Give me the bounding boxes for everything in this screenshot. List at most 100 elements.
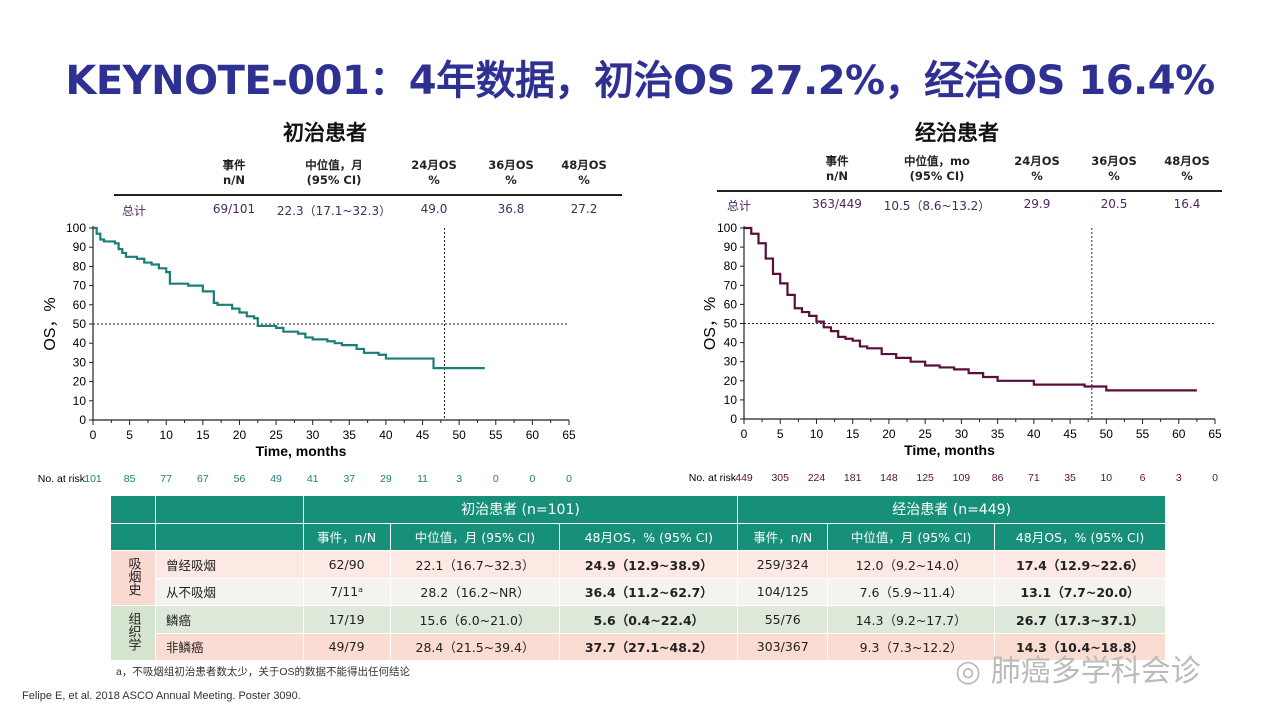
y-axis-title: OS，%	[42, 297, 59, 350]
cell: 15.6（6.0~21.0）	[389, 605, 561, 634]
col-header: 36月OS	[1091, 154, 1137, 168]
wechat-icon: ◎	[955, 654, 982, 689]
at-risk-count: 224	[808, 472, 826, 484]
x-tick-label: 55	[1136, 427, 1150, 441]
col-header: 24月OS	[1014, 154, 1060, 168]
row-label: 总计	[122, 204, 147, 218]
cell: 259/324	[737, 550, 829, 579]
col-header: (95% CI)	[909, 169, 965, 183]
at-risk-count: 305	[771, 472, 789, 484]
y-tick-label: 0	[730, 412, 737, 426]
cell: 28.4（21.5~39.4）	[389, 632, 561, 661]
x-tick-label: 35	[343, 428, 357, 442]
cell: 49/79	[302, 632, 391, 661]
cell: 12.0（9.2~14.0）	[827, 550, 996, 579]
col-header: 48月OS	[1164, 154, 1210, 168]
cell: 363/449	[812, 197, 862, 211]
at-risk-label: No. at risk	[38, 473, 86, 485]
at-risk-count: 86	[992, 472, 1004, 484]
blank-header	[154, 495, 304, 524]
summary-table-treated: 事件 n/N 中位值，mo (95% CI) 24月OS% 36月OS% 48月OS…	[717, 154, 1222, 214]
at-risk-count: 35	[1064, 472, 1076, 484]
citation: Felipe E, et al. 2018 ASCO Annual Meetin…	[22, 690, 301, 702]
table-row: 从不吸烟 7/11ᵃ 28.2（16.2~NR） 36.4（11.2~62.7） 104…	[111, 577, 1166, 606]
at-risk-count: 148	[880, 472, 898, 484]
row-label: 非鳞癌	[154, 632, 304, 661]
at-risk-count: 0	[1212, 472, 1218, 484]
x-tick-label: 55	[489, 428, 503, 442]
table-row: 组织学 鳞癌 17/19 15.6（6.0~21.0） 5.6（0.4~22.4） 55…	[110, 605, 1166, 661]
group-header-treated: 经治患者 (n=449)	[737, 495, 1166, 524]
y-tick-label: 60	[724, 297, 738, 311]
col-header: %	[428, 173, 440, 187]
y-tick-label: 20	[73, 375, 87, 389]
x-tick-label: 20	[233, 428, 247, 442]
section-label-histology: 组织学	[110, 605, 156, 661]
col-header: %	[578, 173, 590, 187]
at-risk-count: 125	[916, 472, 934, 484]
divider	[114, 194, 622, 196]
cell: 22.3（17.1~32.3）	[276, 204, 392, 218]
y-tick-label: 100	[66, 221, 86, 235]
x-tick-label: 65	[562, 428, 576, 442]
cell: 17/19	[302, 605, 391, 634]
x-tick-label: 45	[1063, 427, 1077, 441]
at-risk-count: 3	[1176, 472, 1182, 484]
x-tick-label: 60	[526, 428, 540, 442]
x-tick-label: 30	[955, 427, 969, 441]
y-tick-label: 0	[79, 413, 86, 427]
cell: 7/11ᵃ	[302, 577, 391, 606]
cell: 37.7（27.1~48.2）	[559, 632, 739, 661]
at-risk-count: 181	[844, 472, 862, 484]
cell: 49.0	[420, 202, 448, 216]
y-tick-label: 10	[724, 393, 738, 407]
cell: 7.6（5.9~11.4）	[827, 577, 996, 606]
x-tick-label: 30	[306, 428, 320, 442]
at-risk-count: 56	[234, 473, 246, 485]
x-tick-label: 50	[1100, 427, 1114, 441]
watermark: ◎ 肺癌多学科会诊	[955, 646, 1201, 690]
x-tick-label: 15	[846, 427, 860, 441]
at-risk-count: 37	[343, 473, 355, 485]
x-tick-label: 35	[991, 427, 1005, 441]
at-risk-count: 0	[566, 473, 572, 485]
x-tick-label: 20	[882, 427, 896, 441]
x-tick-label: 10	[810, 427, 824, 441]
col-header: 事件	[222, 158, 246, 172]
at-risk-count: 101	[84, 473, 102, 485]
cell: 28.2（16.2~NR）	[389, 577, 561, 606]
col-header: 事件，n/N	[737, 522, 829, 551]
cell: 104/125	[737, 577, 829, 606]
col-header: %	[1031, 169, 1043, 183]
at-risk-count: 77	[160, 473, 172, 485]
cell: 20.5	[1100, 197, 1128, 211]
at-risk-count: 11	[417, 473, 428, 485]
x-tick-label: 25	[269, 428, 283, 442]
col-header: 36月OS	[488, 158, 534, 172]
y-tick-label: 70	[724, 278, 738, 292]
cell: 55/76	[737, 605, 829, 634]
col-header: 24月OS	[411, 158, 457, 172]
cell: 24.9（12.9~38.9）	[559, 550, 739, 579]
cell: 27.2	[570, 202, 598, 216]
survival-curve	[744, 226, 1197, 392]
section-label-smoking: 吸烟史	[110, 550, 156, 606]
y-tick-label: 90	[73, 240, 87, 254]
blank-header	[110, 495, 156, 524]
col-header: %	[1108, 169, 1120, 183]
at-risk-count: 10	[1100, 472, 1112, 484]
y-tick-label: 70	[73, 279, 87, 293]
table-row: 非鳞癌 49/79 28.4（21.5~39.4） 37.7（27.1~48.2） 30…	[111, 632, 1166, 661]
at-risk-count: 29	[380, 473, 392, 485]
blank-header	[110, 522, 156, 551]
x-tick-label: 65	[1208, 427, 1222, 441]
y-tick-label: 30	[73, 355, 87, 369]
cell: 16.4	[1173, 197, 1201, 211]
col-header: 事件，n/N	[302, 522, 391, 551]
group-header-naive: 初治患者 (n=101)	[302, 495, 739, 524]
x-axis-title: Time, months	[904, 442, 995, 458]
panel-title-naive: 初治患者	[283, 121, 367, 145]
col-header: 48月OS，% (95% CI)	[994, 522, 1166, 551]
x-tick-label: 15	[196, 428, 210, 442]
y-tick-label: 10	[73, 394, 87, 408]
